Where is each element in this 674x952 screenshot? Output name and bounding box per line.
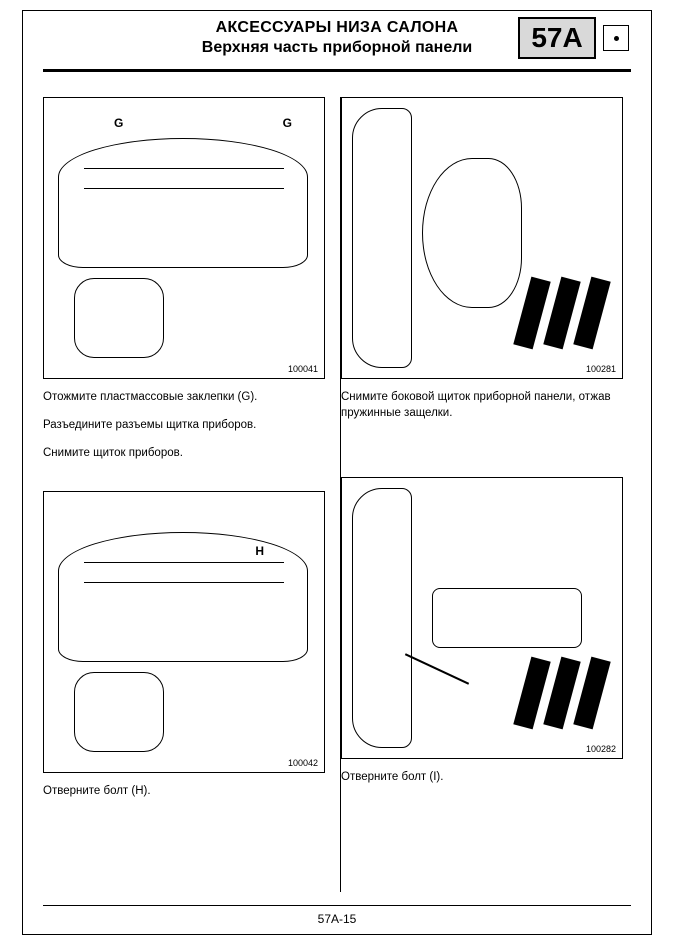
figure-4: 100282	[341, 477, 623, 759]
pedals-area	[522, 278, 612, 368]
sketch-line	[84, 582, 284, 583]
figure-2: H 100042	[43, 491, 325, 773]
left-column: G G 100041 Отожмите пластмассовые заклеп…	[43, 97, 333, 799]
sketch-line	[84, 562, 284, 563]
page-reference: 57A-15	[318, 912, 357, 926]
caption: Снимите боковой щиток приборной панели, …	[341, 389, 631, 421]
caption: Отверните болт (H).	[43, 783, 333, 799]
callout-h: H	[255, 544, 264, 558]
screwdriver-line	[405, 653, 469, 684]
figure-3: 100281	[341, 97, 623, 379]
figure-3-id: 100281	[586, 364, 616, 374]
switch-panel-outline	[432, 588, 582, 648]
caption: Снимите щиток приборов.	[43, 445, 333, 461]
page-header: АКСЕССУАРЫ НИЗА САЛОНА Верхняя часть при…	[23, 11, 651, 81]
figure-2-id: 100042	[288, 758, 318, 768]
callout-g-right: G	[283, 116, 292, 130]
revision-dot-box	[603, 25, 629, 51]
dashboard-outline	[58, 532, 308, 662]
section-code: 57A	[531, 22, 582, 54]
caption: Отверните болт (I).	[341, 769, 631, 785]
pillar-outline	[352, 108, 412, 368]
console-outline	[74, 278, 164, 358]
figure-1: G G 100041	[43, 97, 325, 379]
pillar-outline	[352, 488, 412, 748]
callout-g-left: G	[114, 116, 123, 130]
manual-page: АКСЕССУАРЫ НИЗА САЛОНА Верхняя часть при…	[22, 10, 652, 935]
right-column: 100281 Снимите боковой щиток приборной п…	[341, 97, 631, 785]
caption: Отожмите пластмассовые заклепки (G).	[43, 389, 333, 405]
header-rule	[43, 69, 631, 72]
side-panel-outline	[422, 158, 522, 308]
caption: Разъедините разъемы щитка приборов.	[43, 417, 333, 433]
page-footer: 57A-15	[23, 912, 651, 926]
sketch-line	[84, 168, 284, 169]
content-area: G G 100041 Отожмите пластмассовые заклеп…	[43, 97, 631, 892]
footer-rule	[43, 905, 631, 906]
sketch-line	[84, 188, 284, 189]
dot-icon	[614, 36, 619, 41]
section-code-box: 57A	[518, 17, 596, 59]
dashboard-outline	[58, 138, 308, 268]
console-outline	[74, 672, 164, 752]
figure-1-id: 100041	[288, 364, 318, 374]
pedals-area	[522, 658, 612, 748]
figure-4-id: 100282	[586, 744, 616, 754]
